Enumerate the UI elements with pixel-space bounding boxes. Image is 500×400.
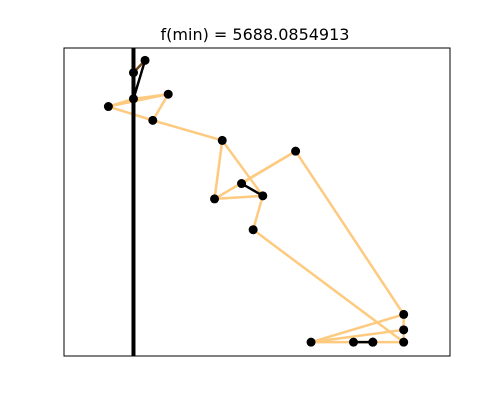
data-point-3 (103, 102, 113, 112)
data-point-4 (163, 89, 173, 99)
plot-area (63, 47, 451, 357)
edge-line-0-12 (251, 194, 265, 231)
edge-line-0-7 (221, 139, 265, 198)
edge-layer (107, 59, 405, 344)
data-point-10 (210, 194, 220, 204)
data-point-11 (248, 225, 258, 235)
edge-line-0-13 (251, 228, 405, 344)
data-point-0 (140, 55, 150, 65)
data-point-1 (128, 68, 138, 78)
data-point-14 (399, 337, 409, 347)
point-layer (103, 55, 409, 347)
data-point-7 (291, 146, 301, 156)
edge-line-0-15 (309, 313, 405, 344)
edge-line-0-4 (151, 92, 170, 122)
data-point-12 (399, 309, 409, 319)
edge-line-0-2 (107, 92, 170, 108)
data-point-18 (306, 337, 316, 347)
edge-line-0-5 (151, 119, 224, 142)
edge-line-0-9 (240, 149, 297, 185)
data-point-2 (128, 94, 138, 104)
data-point-5 (148, 115, 158, 125)
plot-frame (63, 47, 451, 357)
data-point-6 (217, 135, 227, 145)
data-point-13 (399, 325, 409, 335)
data-point-17 (349, 337, 358, 347)
data-point-9 (258, 191, 268, 201)
edge-line-0-3 (107, 105, 155, 122)
edge-line-0-11 (213, 194, 265, 201)
data-point-16 (368, 337, 378, 347)
chart-title: f(min) = 5688.0854913 (161, 25, 350, 44)
edge-line-0-16 (309, 328, 405, 344)
edge-line-0-10 (294, 149, 405, 316)
edge-line-0-6 (213, 139, 224, 201)
data-point-8 (237, 179, 247, 189)
